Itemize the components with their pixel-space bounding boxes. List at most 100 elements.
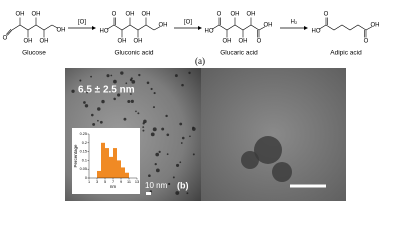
bond [258,26,266,31]
y-tick-label: 0 [85,176,87,180]
particle [272,162,292,182]
bond [211,24,220,30]
bond [7,29,13,36]
y-tick-label: 0.1 [82,158,87,162]
bond [11,24,53,31]
atom-label: OH [159,23,168,29]
particle [181,83,184,87]
bar [105,148,109,178]
scale-bar [146,192,151,195]
tem-image-right [201,68,346,201]
y-axis-label: Percentage [73,144,78,168]
particle [152,127,157,132]
x-axis-label: nm [110,184,117,189]
compound-name: Glucaric acid [220,50,258,57]
particle [191,127,196,131]
particle [165,114,168,118]
y-tick-label: 0.15 [80,150,87,154]
particle [153,92,156,95]
atom-label: HO [205,29,214,35]
particle [131,79,136,84]
bond [6,28,12,35]
particle [146,81,150,85]
atom-label: OH [231,12,240,18]
arrow-head [304,26,308,30]
particle [106,74,110,78]
atom-label: OH [57,28,66,34]
particle [168,182,171,186]
reagent: H₂ [291,20,298,26]
particle [152,106,155,109]
particle [86,91,88,94]
particle [175,191,180,195]
y-tick-label: 0.2 [82,141,87,145]
particle [155,152,160,157]
particle [129,78,133,82]
particle [154,163,157,166]
bond [325,24,367,31]
atom-label: HO [312,29,321,35]
bond [51,24,59,29]
particle [149,190,153,193]
particle [92,122,96,126]
y-tick-label: 0.25 [80,132,87,136]
atom-label: OH [223,39,232,45]
particle [143,119,147,124]
particle [186,192,189,195]
particle [175,163,180,167]
particle [130,99,134,103]
atom-label: OH [40,39,49,45]
particle [179,122,183,126]
x-tick-label: 1 [88,180,90,184]
bond [113,24,155,31]
compound-name: Adipic acid [330,50,362,57]
bond [153,26,161,31]
x-tick-label: 13 [135,180,139,184]
atom-label: OH [239,39,248,45]
particle [120,71,124,75]
atom-label: OH [247,12,256,18]
particle [188,71,191,75]
scale-label: 10 nm [145,181,168,190]
atom-label: HO [100,29,109,35]
reagent: [O] [78,20,86,26]
particle [123,117,127,121]
arrow-head [92,26,96,30]
bar [121,167,125,178]
atom-label: OH [142,12,151,18]
reagent: [O] [184,20,192,26]
atom-label: O [257,39,262,45]
compound-name: Glucose [22,50,46,57]
bond [365,26,373,31]
atom-label: O [112,12,117,18]
atom-label: OH [264,23,273,29]
particle [158,150,161,154]
atom-label: OH [134,39,143,45]
y-tick-label: 0.05 [80,167,87,171]
particle [110,74,113,77]
particle [71,89,75,93]
bar [97,170,101,178]
particle [117,93,121,97]
bond [218,24,260,31]
particle [166,153,169,156]
bar [117,160,121,178]
particle [148,174,151,178]
atom-label: OH [371,23,380,29]
figure: O OH OH OH OH OH Glucose HO O OH OH OH OH OH Gluconic … [3,12,380,201]
particle [99,120,103,124]
bond [318,24,327,30]
particle [189,135,191,138]
particle [179,161,182,164]
particle [142,129,145,132]
x-tick-label: 3 [96,180,98,184]
particle [150,132,155,137]
atom-label: OH [24,39,33,45]
bar [101,142,105,178]
atom-label: O [324,12,329,18]
particle [241,151,259,169]
particle [150,87,153,91]
x-tick-label: 7 [112,180,114,184]
particle [135,110,137,113]
